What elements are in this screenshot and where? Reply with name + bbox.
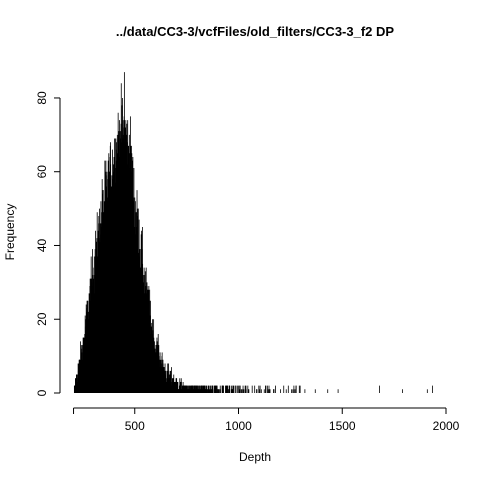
y-tick-label: 0	[35, 389, 49, 396]
chart-title: ../data/CC3-3/vcfFiles/old_filters/CC3-3…	[116, 24, 394, 39]
x-axis-label: Depth	[239, 450, 271, 464]
y-tick-label: 80	[35, 91, 49, 105]
y-tick-label: 60	[35, 165, 49, 179]
x-tick-label: 2000	[433, 419, 460, 433]
x-tick-label: 1000	[225, 419, 252, 433]
x-tick-label: 500	[125, 419, 145, 433]
y-tick-label: 40	[35, 238, 49, 252]
y-axis-label: Frequency	[3, 204, 17, 261]
x-axis: 500 1000 1500 2000	[73, 407, 460, 433]
x-tick-label: 1500	[329, 419, 356, 433]
histogram-bars	[73, 72, 433, 393]
y-axis: 0 20 40 60 80	[35, 91, 61, 396]
y-tick-label: 20	[35, 312, 49, 326]
